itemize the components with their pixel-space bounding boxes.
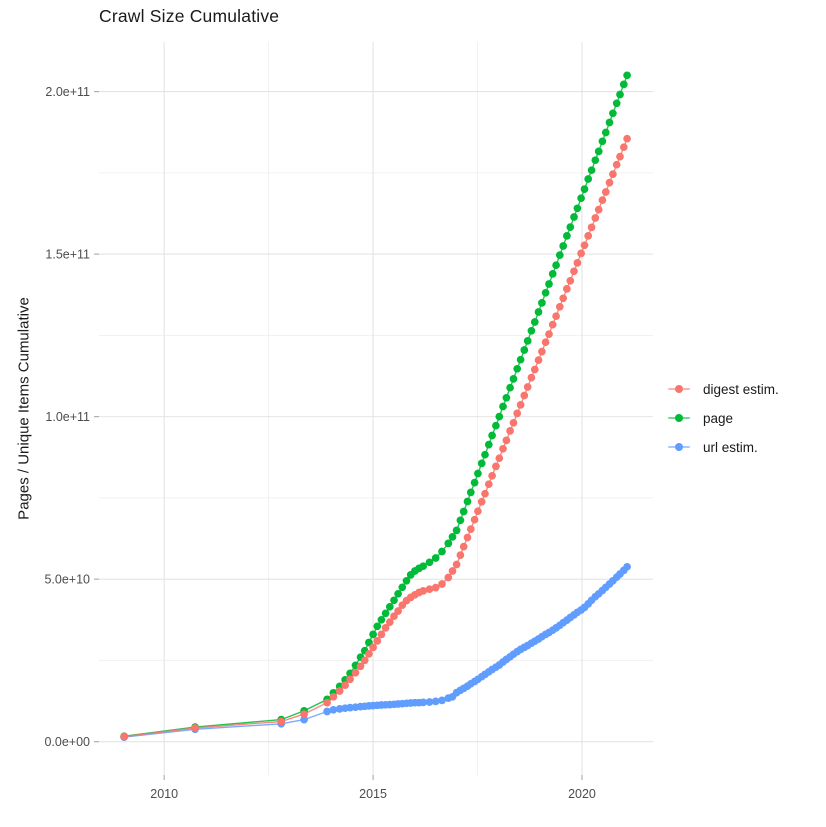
grid-minor xyxy=(99,42,653,775)
legend-item-url: url estim. xyxy=(668,438,779,456)
x-tick-label: 2015 xyxy=(359,787,387,801)
legend-key-page-icon xyxy=(668,413,690,423)
y-tick-label: 1.0e+11 xyxy=(45,410,90,424)
y-tick-label: 0.0e+00 xyxy=(44,735,90,749)
legend-label-url: url estim. xyxy=(703,439,758,455)
axis-ticks xyxy=(94,90,583,780)
legend-label-digest: digest estim. xyxy=(703,381,779,397)
y-axis-tick-labels: 0.0e+00 5.0e+10 1.0e+11 1.5e+11 2.0e+11 xyxy=(44,85,90,749)
x-tick-label: 2020 xyxy=(568,787,596,801)
series-url-estim- xyxy=(120,562,631,741)
y-tick-label: 2.0e+11 xyxy=(45,85,90,99)
legend-key-url-icon xyxy=(668,442,690,452)
series-digest-estim- xyxy=(120,134,631,741)
legend-label-page: page xyxy=(703,410,734,426)
x-tick-label: 2010 xyxy=(150,787,178,801)
legend-item-digest: digest estim. xyxy=(668,380,779,398)
y-tick-label: 1.5e+11 xyxy=(45,248,90,262)
legend: digest estim. page url estim. xyxy=(668,380,779,456)
panel-background xyxy=(99,42,653,775)
y-axis-title: Pages / Unique Items Cumulative xyxy=(15,297,33,520)
grid-major xyxy=(99,42,653,775)
x-axis-tick-labels: 2010 2015 2020 xyxy=(150,787,596,801)
legend-key-digest-icon xyxy=(668,384,690,394)
y-tick-label: 5.0e+10 xyxy=(44,573,90,587)
chart-title: Crawl Size Cumulative xyxy=(99,6,280,26)
legend-item-page: page xyxy=(668,409,779,427)
series-page xyxy=(120,71,631,741)
